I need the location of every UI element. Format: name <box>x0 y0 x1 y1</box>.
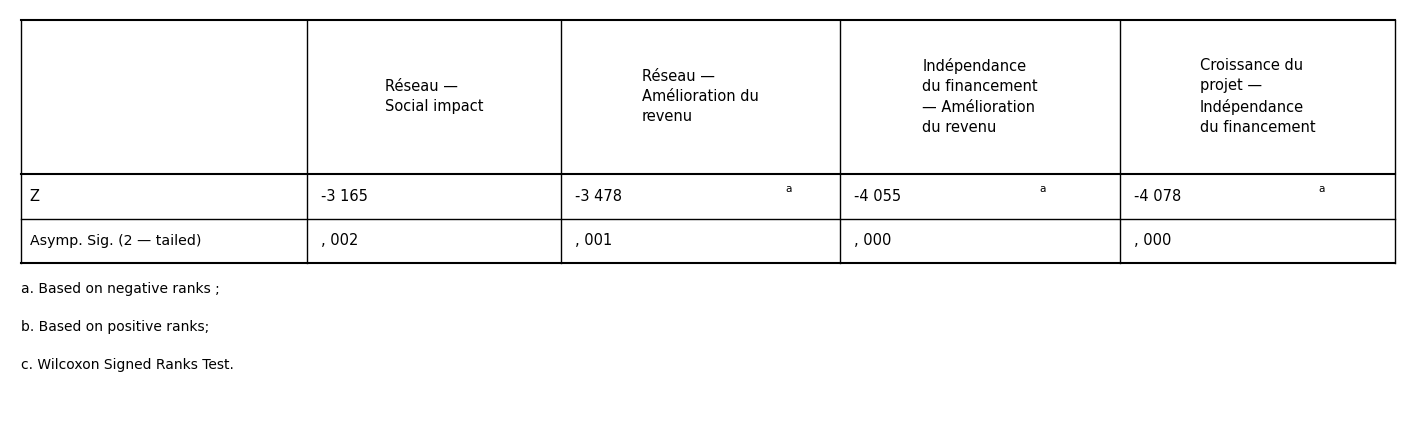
Text: , 000: , 000 <box>854 233 892 248</box>
Text: Réseau —
Social impact: Réseau — Social impact <box>385 79 483 114</box>
Text: -4 055: -4 055 <box>854 189 901 204</box>
Text: Asymp. Sig. (2 — tailed): Asymp. Sig. (2 — tailed) <box>30 234 201 248</box>
Text: a: a <box>784 184 792 194</box>
Text: a: a <box>1318 184 1324 194</box>
Text: Réseau —
Amélioration du
revenu: Réseau — Amélioration du revenu <box>641 69 759 125</box>
Text: , 002: , 002 <box>321 233 358 248</box>
Text: c. Wilcoxon Signed Ranks Test.: c. Wilcoxon Signed Ranks Test. <box>21 358 234 372</box>
Text: -4 078: -4 078 <box>1134 189 1181 204</box>
Text: Croissance du
projet —
Indépendance
du financement: Croissance du projet — Indépendance du f… <box>1199 58 1315 135</box>
Text: a: a <box>1039 184 1045 194</box>
Text: , 000: , 000 <box>1134 233 1171 248</box>
Text: , 001: , 001 <box>575 233 613 248</box>
Text: a. Based on negative ranks ;: a. Based on negative ranks ; <box>21 282 219 296</box>
Text: Z: Z <box>30 189 40 204</box>
Text: b. Based on positive ranks;: b. Based on positive ranks; <box>21 320 210 334</box>
Text: -3 478: -3 478 <box>575 189 622 204</box>
Text: Indépendance
du financement
— Amélioration
du revenu: Indépendance du financement — Améliorati… <box>922 58 1038 135</box>
Text: -3 165: -3 165 <box>321 189 368 204</box>
